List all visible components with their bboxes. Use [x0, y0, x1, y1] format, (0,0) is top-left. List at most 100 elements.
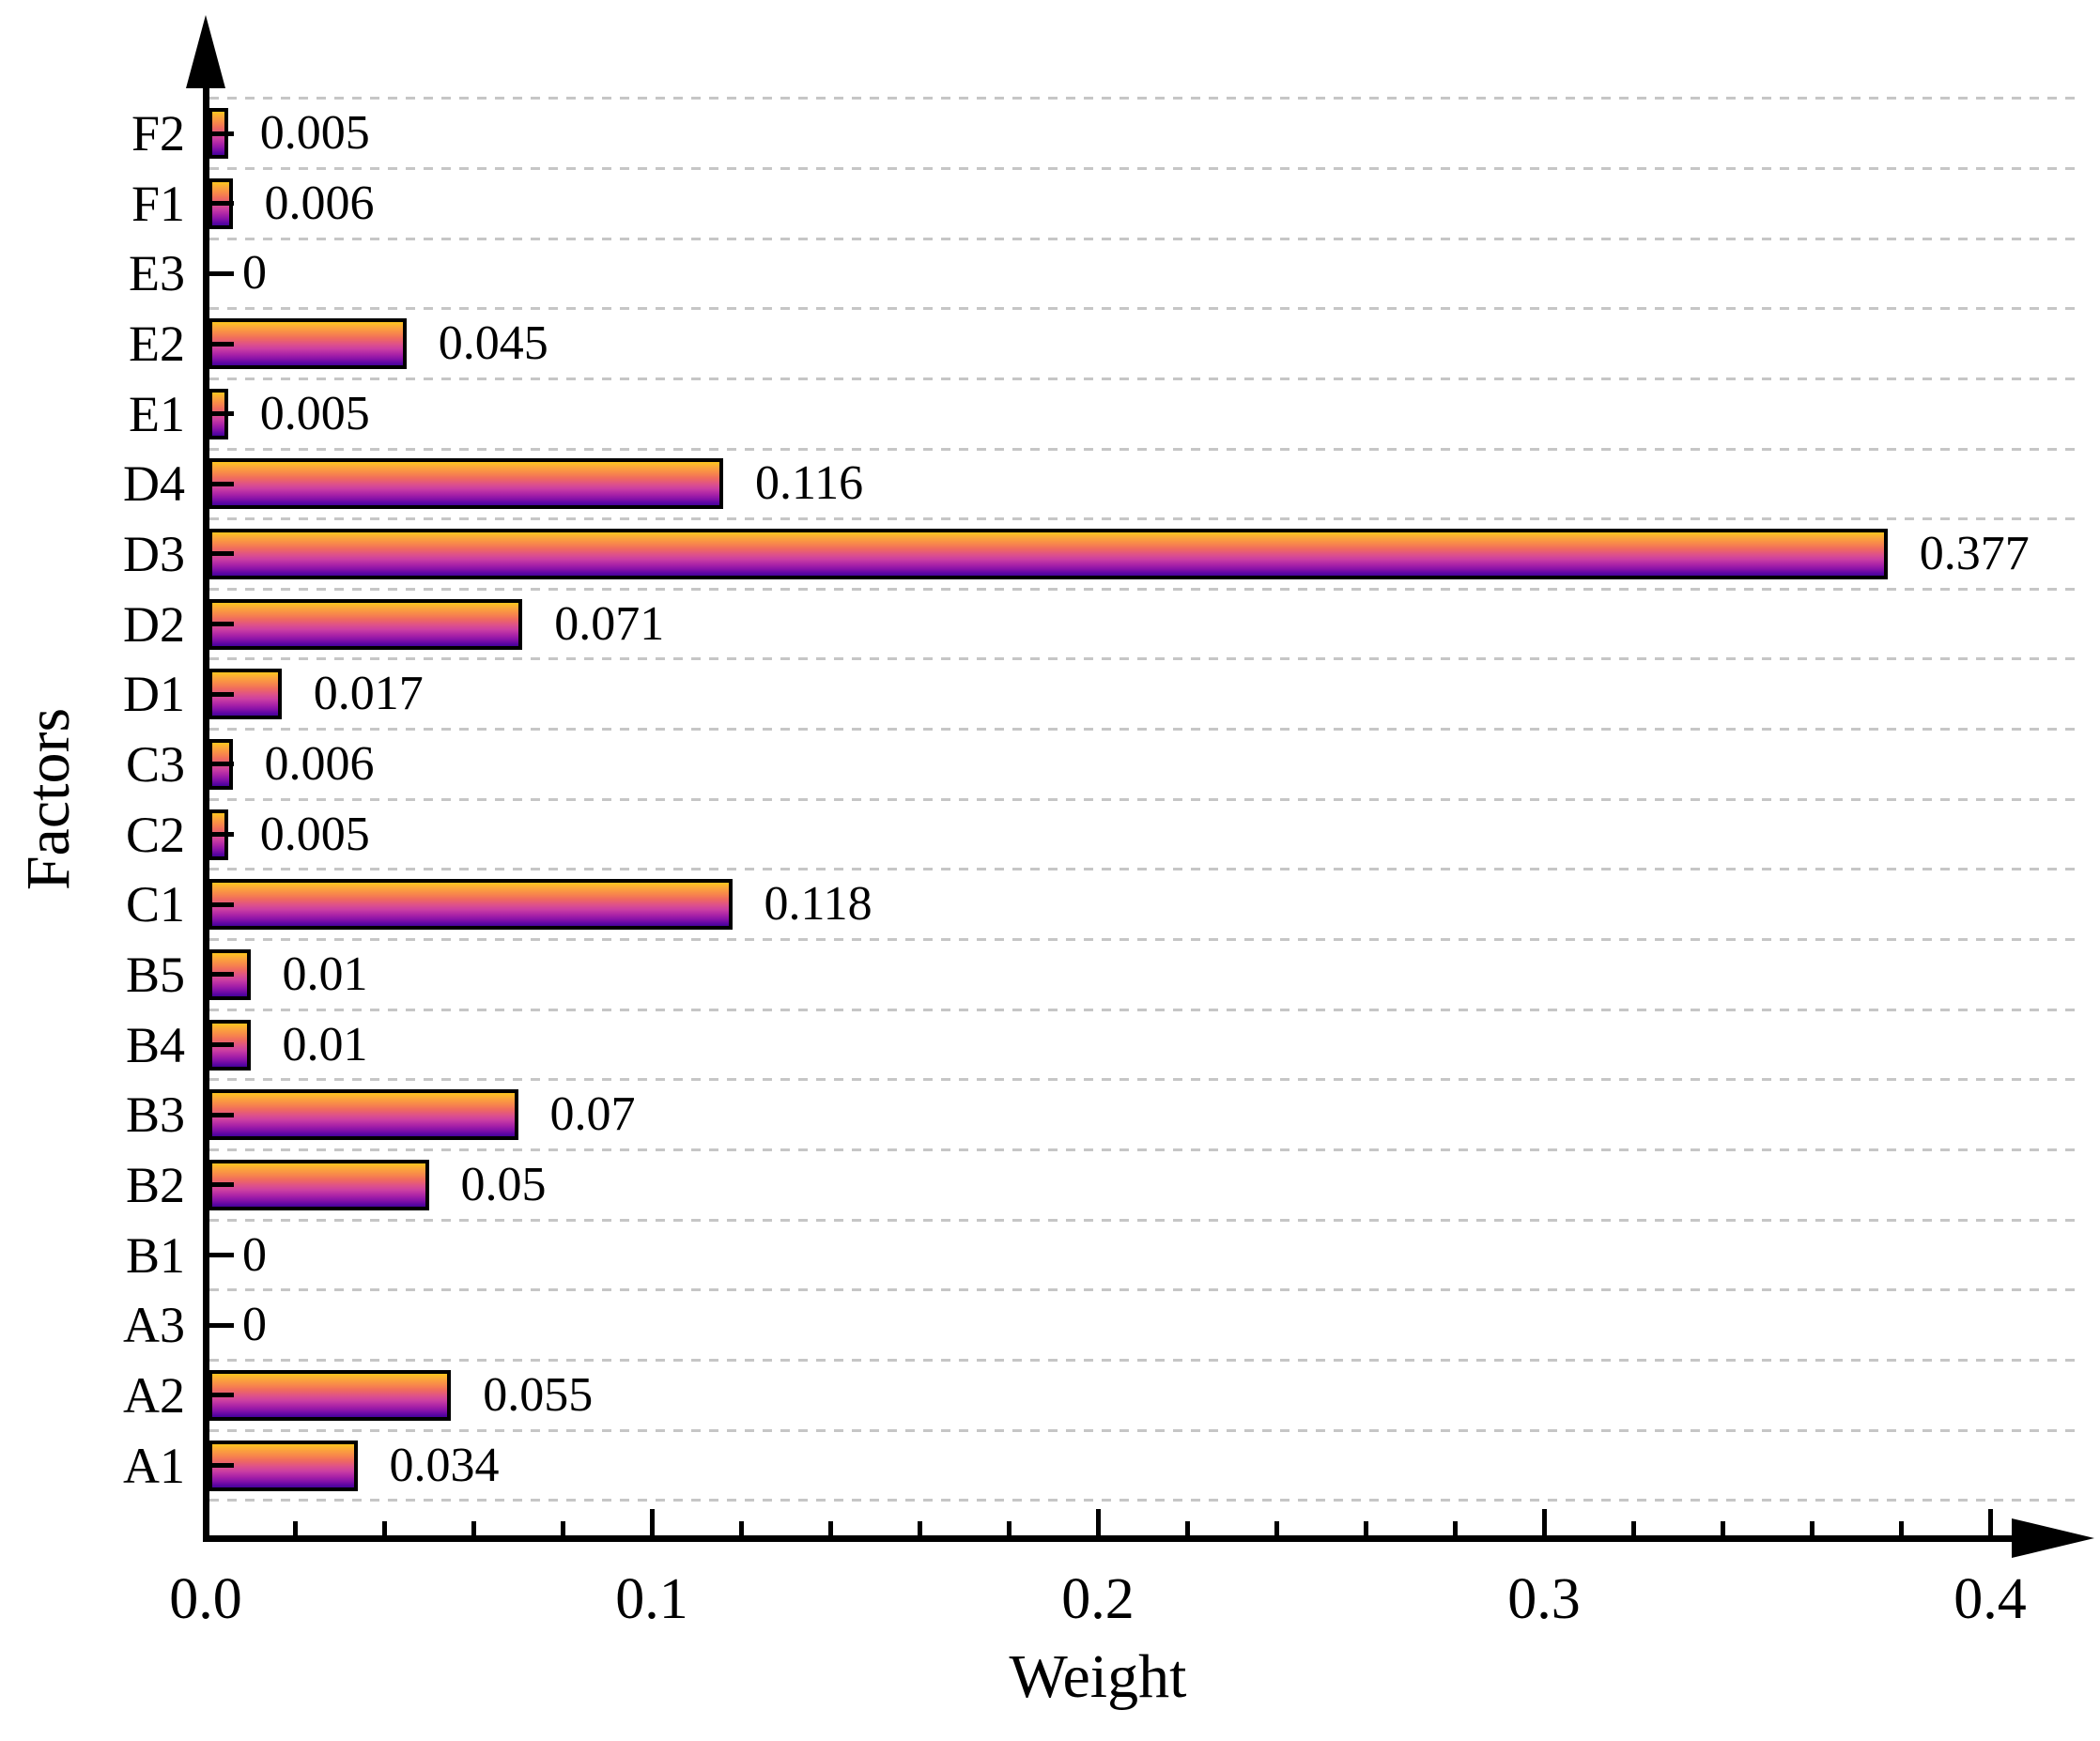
- bar-A2: [208, 1369, 452, 1421]
- x-minor-tick: [471, 1520, 476, 1535]
- value-label-E1: 0.005: [259, 386, 370, 440]
- x-minor-tick: [1363, 1520, 1368, 1535]
- gridline: [209, 938, 2077, 942]
- y-tick-A2: [208, 1393, 234, 1398]
- gridline: [209, 1148, 2077, 1152]
- value-label-B5: 0.01: [282, 947, 368, 1001]
- value-label-D1: 0.017: [313, 667, 424, 721]
- y-tick-B3: [208, 1112, 234, 1117]
- x-minor-tick: [1184, 1520, 1190, 1535]
- x-minor-tick: [1720, 1520, 1725, 1535]
- x-minor-tick: [1452, 1520, 1458, 1535]
- y-tick-E3: [208, 270, 234, 276]
- category-label-B5: B5: [125, 946, 185, 1003]
- category-label-D2: D2: [123, 595, 185, 653]
- y-tick-F2: [208, 131, 234, 136]
- y-tick-B1: [208, 1253, 234, 1258]
- category-label-C2: C2: [125, 806, 185, 863]
- y-tick-E2: [208, 341, 234, 347]
- gridline: [209, 447, 2077, 451]
- bar-D3: [208, 528, 1888, 579]
- category-label-B4: B4: [125, 1016, 185, 1073]
- gridline: [209, 728, 2077, 732]
- gridline: [209, 1218, 2077, 1222]
- bar-B3: [208, 1089, 518, 1141]
- bar-B2: [208, 1159, 429, 1210]
- y-axis-arrow-icon: [186, 15, 225, 88]
- x-axis-arrow-icon: [2012, 1518, 2094, 1558]
- x-major-tick: [1987, 1508, 1993, 1535]
- x-minor-tick: [827, 1520, 833, 1535]
- y-tick-A3: [208, 1322, 234, 1328]
- value-label-B4: 0.01: [282, 1017, 368, 1071]
- y-tick-B4: [208, 1042, 234, 1048]
- value-label-D3: 0.377: [1919, 526, 2030, 580]
- bar-E2: [208, 318, 407, 369]
- gridline: [209, 237, 2077, 240]
- x-minor-tick: [381, 1520, 387, 1535]
- value-label-C2: 0.005: [259, 807, 370, 861]
- gridline: [209, 587, 2077, 591]
- value-label-F2: 0.005: [259, 106, 370, 161]
- value-label-B2: 0.05: [460, 1157, 547, 1211]
- category-label-B1: B1: [125, 1226, 185, 1284]
- gridline: [209, 377, 2077, 380]
- gridline: [209, 797, 2077, 801]
- value-label-A1: 0.034: [389, 1438, 500, 1492]
- category-label-A3: A3: [123, 1297, 185, 1354]
- gridline: [209, 517, 2077, 521]
- y-tick-D4: [208, 481, 234, 486]
- x-minor-tick: [292, 1520, 298, 1535]
- category-label-E2: E2: [129, 316, 185, 372]
- y-tick-C1: [208, 901, 234, 907]
- x-tick-label-0.4: 0.4: [1953, 1567, 2027, 1631]
- x-major-tick: [1095, 1508, 1101, 1535]
- category-label-C3: C3: [125, 735, 185, 793]
- x-tick-label-0.3: 0.3: [1507, 1567, 1581, 1631]
- y-tick-A1: [208, 1463, 234, 1469]
- x-major-tick: [1541, 1508, 1547, 1535]
- value-label-A2: 0.055: [483, 1367, 594, 1422]
- y-tick-D2: [208, 622, 234, 627]
- x-minor-tick: [1006, 1520, 1011, 1535]
- category-label-D1: D1: [123, 666, 185, 723]
- gridline: [209, 1428, 2077, 1432]
- x-minor-tick: [1274, 1520, 1279, 1535]
- x-minor-tick: [738, 1520, 744, 1535]
- gridline: [209, 1008, 2077, 1011]
- bar-D4: [208, 458, 723, 510]
- gridline: [209, 307, 2077, 311]
- category-label-E3: E3: [129, 245, 185, 302]
- y-tick-F1: [208, 201, 234, 207]
- y-tick-B5: [208, 972, 234, 978]
- category-label-C1: C1: [125, 876, 185, 933]
- value-label-D4: 0.116: [755, 456, 864, 511]
- category-label-F1: F1: [131, 175, 185, 232]
- y-tick-D3: [208, 551, 234, 557]
- x-tick-label-0.1: 0.1: [615, 1567, 688, 1631]
- value-label-D2: 0.071: [554, 596, 665, 651]
- gridline: [209, 1288, 2077, 1292]
- gridline: [209, 97, 2077, 100]
- category-label-A2: A2: [123, 1366, 185, 1424]
- value-label-B1: 0: [242, 1227, 267, 1282]
- category-label-D4: D4: [123, 455, 185, 513]
- gridline: [209, 868, 2077, 871]
- category-label-F2: F2: [131, 105, 185, 162]
- gridline: [209, 1078, 2077, 1082]
- x-tick-label-0.0: 0.0: [169, 1567, 242, 1631]
- x-axis-line: [202, 1534, 2015, 1542]
- value-label-E3: 0: [242, 246, 267, 300]
- x-minor-tick: [917, 1520, 922, 1535]
- category-label-A1: A1: [123, 1437, 185, 1494]
- value-label-C3: 0.006: [264, 736, 375, 791]
- x-minor-tick: [1630, 1520, 1636, 1535]
- y-tick-D1: [208, 691, 234, 697]
- y-tick-E1: [208, 411, 234, 417]
- x-major-tick: [649, 1508, 655, 1535]
- y-axis-title: Factors: [14, 707, 83, 891]
- y-axis-line: [202, 42, 209, 1542]
- value-label-A3: 0: [242, 1298, 267, 1352]
- gridline: [209, 1359, 2077, 1363]
- bar-C1: [208, 879, 733, 931]
